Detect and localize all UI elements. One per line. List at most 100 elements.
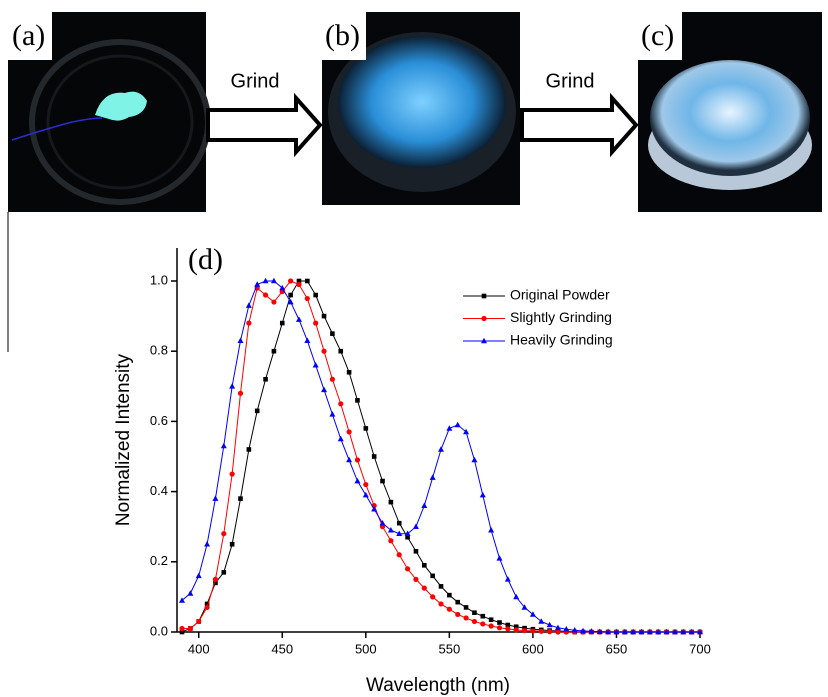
marker [521,627,528,634]
marker [538,628,544,634]
marker [463,428,470,435]
marker [396,520,402,526]
panel-label: (a) [12,19,45,52]
marker [204,541,211,547]
marker [438,601,444,607]
panel-label: (b) [325,19,360,52]
marker [346,429,352,435]
marker [296,278,302,284]
marker [497,620,502,625]
legend-label: Original Powder [510,287,610,303]
marker [463,615,469,621]
marker [571,627,578,633]
marker [455,611,461,618]
marker [321,386,328,393]
marker [270,277,277,284]
y-tick-label: 0.0 [150,623,168,638]
marker [480,621,486,627]
marker [521,604,528,610]
marker [379,519,386,526]
marker [329,376,335,382]
photo-b [322,12,520,205]
marker [388,538,394,544]
marker [245,302,252,308]
marker [288,292,293,298]
marker [312,362,319,368]
marker [479,491,486,498]
marker [504,576,511,582]
marker [363,481,369,488]
marker [254,281,261,287]
marker [630,628,637,635]
marker [355,398,360,403]
arrow-label: Grind [546,70,595,92]
marker [480,613,486,619]
marker [413,576,419,582]
marker [496,625,503,631]
marker [305,278,310,284]
marker [380,478,385,484]
y-axis-label: Normalized Intensity [113,353,134,526]
marker [430,573,435,579]
y-tick-label: 1.0 [150,272,168,287]
marker [229,541,235,547]
marker [430,594,436,600]
series-line [181,280,700,633]
marker [346,369,352,375]
marker [279,284,286,291]
marker [697,628,703,635]
marker [421,563,427,568]
marker [329,411,336,417]
series-line [181,280,700,633]
marker [362,491,369,498]
marker [413,548,419,554]
legend-marker [481,337,487,344]
marker [421,502,428,508]
marker [187,590,194,596]
marker [463,605,469,610]
marker [488,527,495,533]
marker [246,447,252,452]
marker [446,425,453,431]
marker [304,295,310,302]
x-tick-label: 450 [271,641,293,656]
marker [396,530,403,537]
marker [454,421,461,428]
marker [621,628,628,635]
marker [363,426,369,431]
marker [671,628,678,635]
marker [513,624,519,630]
marker [330,331,335,336]
marker [354,457,361,463]
marker [412,523,419,529]
marker [438,584,444,589]
marker [371,454,377,459]
marker [263,376,268,382]
marker [271,299,277,305]
marker [287,298,294,305]
arrow [206,92,323,158]
marker [655,628,662,635]
marker [212,576,219,582]
marker [338,401,344,407]
marker [321,348,327,354]
marker [179,597,186,603]
x-axis-label: Wavelength (nm) [366,675,510,696]
marker [554,624,561,631]
marker [538,618,545,624]
arrow [520,92,639,158]
marker [563,625,570,632]
marker [446,606,452,612]
marker [371,505,378,512]
legend-label: Heavily Grinding [510,332,613,348]
marker [513,627,519,633]
marker [179,629,185,635]
marker [404,566,411,572]
legend-label: Slightly Grinding [510,309,612,325]
y-tick-label: 0.2 [150,553,168,568]
marker [680,628,687,635]
marker [279,320,285,326]
series-line [182,280,700,633]
marker [455,599,461,605]
marker [613,628,620,635]
